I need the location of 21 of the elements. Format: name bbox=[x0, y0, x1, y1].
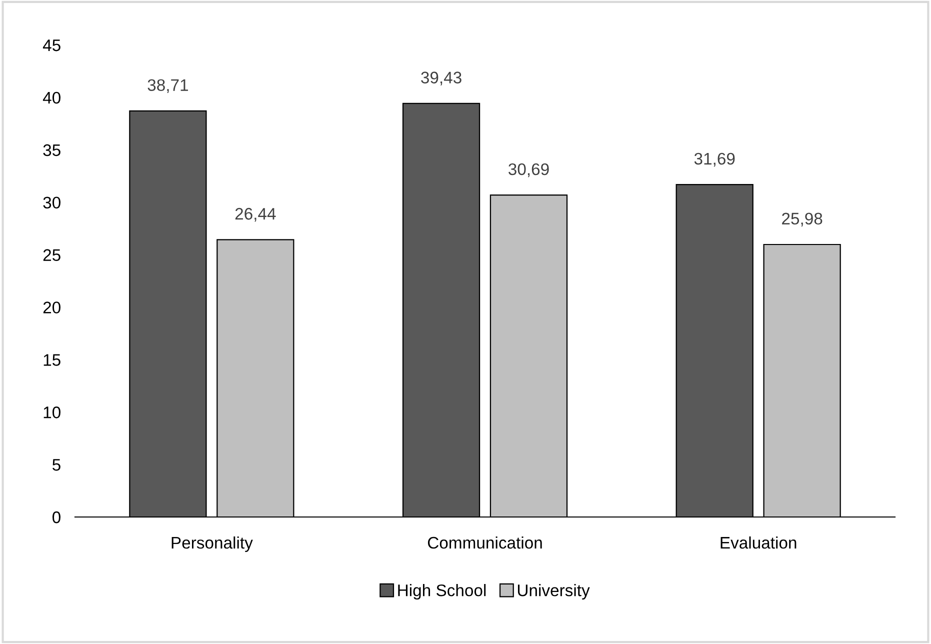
x-tick-label: Personality bbox=[172, 536, 253, 552]
legend-label: University bbox=[518, 584, 590, 600]
data-label: 39,43 bbox=[421, 72, 462, 86]
x-tick-label: Evaluation bbox=[720, 536, 796, 549]
data-label: 25,98 bbox=[782, 212, 822, 227]
y-tick-label: 40 bbox=[42, 92, 60, 104]
y-tick-label: 0 bbox=[52, 511, 60, 524]
data-label: 26,44 bbox=[235, 208, 276, 222]
data-label: 31,69 bbox=[694, 152, 735, 167]
x-tick-label: Communication bbox=[428, 536, 542, 549]
y-tick-label: 20 bbox=[43, 302, 60, 314]
y-tick-label: 5 bbox=[52, 459, 60, 471]
y-tick-label: 45 bbox=[42, 40, 60, 52]
data-label: 30,69 bbox=[508, 163, 549, 178]
y-tick-label: 25 bbox=[43, 249, 60, 261]
y-tick-label: 35 bbox=[43, 144, 60, 156]
y-tick-label: 15 bbox=[44, 354, 60, 366]
y-tick-label: 10 bbox=[44, 406, 60, 418]
legend-label: High School bbox=[398, 584, 486, 600]
data-label: 38,71 bbox=[148, 79, 188, 93]
y-tick-label: 30 bbox=[43, 196, 60, 209]
